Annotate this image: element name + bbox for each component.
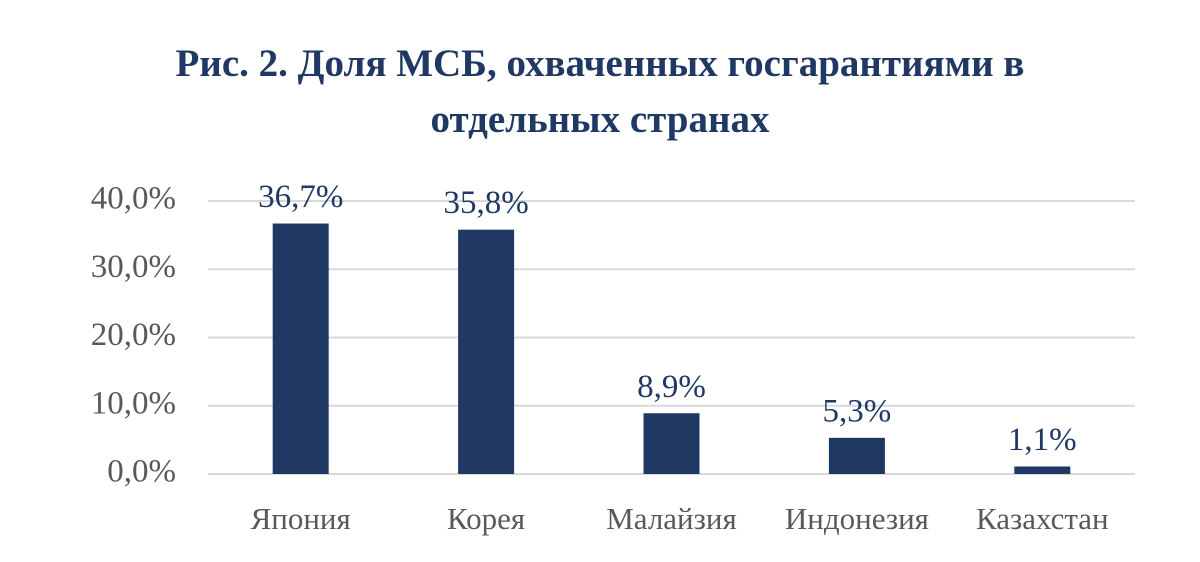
y-tick-label: 40,0% [91,181,176,217]
chart-title: Рис. 2. Доля МСБ, охваченных госгарантия… [175,42,1025,141]
y-tick-label: 0,0% [107,454,176,490]
value-label: 8,9% [637,369,706,405]
bar [272,223,329,474]
x-tick-label: Япония [251,501,351,536]
value-label: 1,1% [1008,422,1077,458]
x-tick-label: Казахстан [976,501,1109,536]
y-tick-label: 10,0% [91,385,176,421]
bar [1014,466,1071,474]
bar [458,229,515,474]
x-tick-label: Малайзия [606,501,737,536]
value-label: 35,8% [443,185,528,221]
x-tick-label: Индонезия [785,501,929,536]
bar [643,413,700,474]
bar [828,437,885,474]
y-tick-label: 30,0% [91,249,176,285]
value-label: 36,7% [258,179,343,215]
value-label: 5,3% [823,393,892,429]
x-tick-label: Корея [447,501,525,536]
y-tick-label: 20,0% [91,317,176,353]
